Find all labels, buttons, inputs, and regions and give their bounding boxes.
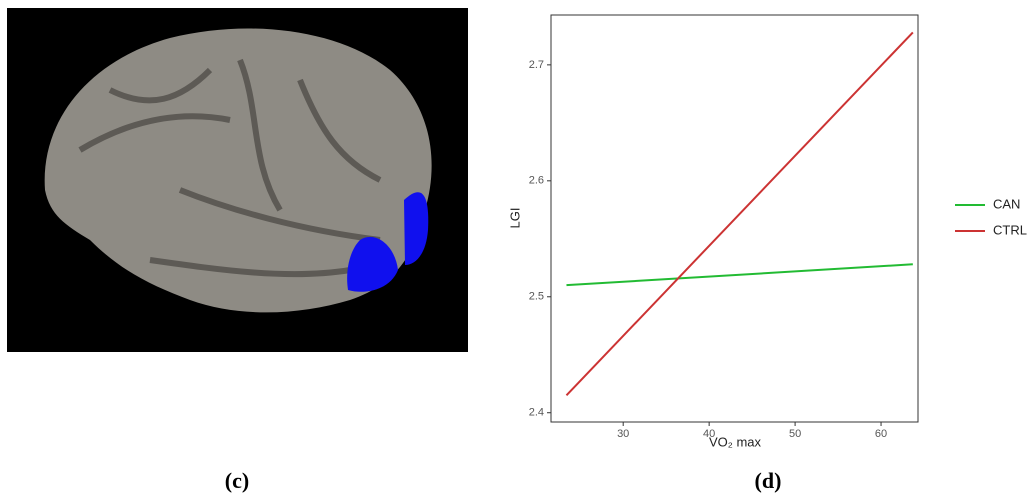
y-tick-label: 2.5 — [529, 291, 544, 303]
caption: (d) — [755, 468, 782, 493]
data-line — [566, 264, 912, 285]
x-axis-title: VO₂ max — [709, 434, 762, 449]
page: (c) (d) VO₂ max LGI 30 40 50 60 2.4 2.5 2.6 2.7… — [0, 0, 1030, 497]
x-tick-label: 50 — [789, 428, 801, 440]
y-axis-title: LGI — [507, 208, 522, 229]
caption: (c) — [225, 468, 249, 493]
y-tick-label: 2.7 — [529, 59, 544, 71]
chart: VO₂ max LGI — [507, 15, 918, 449]
x-tick-label: 30 — [617, 428, 629, 440]
legend-label: CTRL — [993, 222, 1027, 237]
legend-label: CAN — [993, 196, 1020, 211]
y-tick-label: 2.6 — [529, 175, 544, 187]
brain-image — [7, 8, 468, 352]
data-line — [566, 32, 912, 395]
y-tick-label: 2.4 — [529, 407, 544, 419]
figure: (c) (d) VO₂ max LGI 30 40 50 60 2.4 2.5 2.6 2.7… — [0, 0, 1030, 497]
x-tick-label: 60 — [875, 428, 887, 440]
x-tick-label: 40 — [703, 428, 715, 440]
